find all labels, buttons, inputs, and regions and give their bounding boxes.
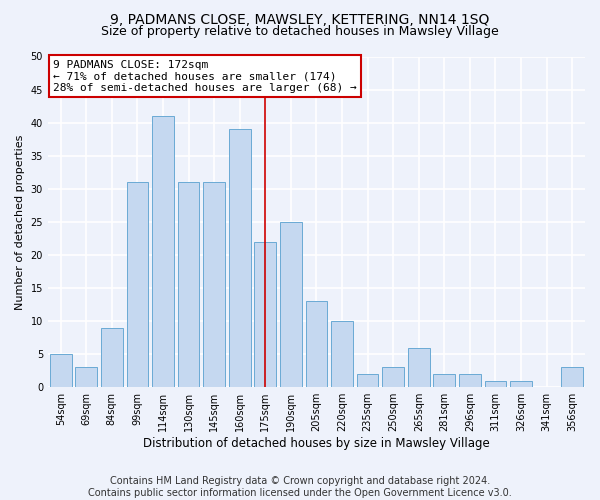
Bar bbox=[510, 380, 532, 387]
Bar bbox=[152, 116, 174, 387]
Bar bbox=[254, 242, 276, 387]
Bar bbox=[562, 368, 583, 387]
Bar bbox=[459, 374, 481, 387]
Bar bbox=[331, 321, 353, 387]
Bar bbox=[408, 348, 430, 387]
Bar bbox=[178, 182, 199, 387]
Bar bbox=[280, 222, 302, 387]
Y-axis label: Number of detached properties: Number of detached properties bbox=[15, 134, 25, 310]
Bar bbox=[357, 374, 379, 387]
Text: 9, PADMANS CLOSE, MAWSLEY, KETTERING, NN14 1SQ: 9, PADMANS CLOSE, MAWSLEY, KETTERING, NN… bbox=[110, 12, 490, 26]
Text: Contains HM Land Registry data © Crown copyright and database right 2024.
Contai: Contains HM Land Registry data © Crown c… bbox=[88, 476, 512, 498]
Bar bbox=[382, 368, 404, 387]
Bar bbox=[485, 380, 506, 387]
Bar bbox=[305, 301, 328, 387]
Bar bbox=[203, 182, 225, 387]
Bar bbox=[76, 368, 97, 387]
Bar bbox=[433, 374, 455, 387]
Bar bbox=[127, 182, 148, 387]
Bar bbox=[50, 354, 71, 387]
Text: 9 PADMANS CLOSE: 172sqm
← 71% of detached houses are smaller (174)
28% of semi-d: 9 PADMANS CLOSE: 172sqm ← 71% of detache… bbox=[53, 60, 357, 93]
X-axis label: Distribution of detached houses by size in Mawsley Village: Distribution of detached houses by size … bbox=[143, 437, 490, 450]
Text: Size of property relative to detached houses in Mawsley Village: Size of property relative to detached ho… bbox=[101, 25, 499, 38]
Bar bbox=[229, 130, 251, 387]
Bar bbox=[101, 328, 123, 387]
